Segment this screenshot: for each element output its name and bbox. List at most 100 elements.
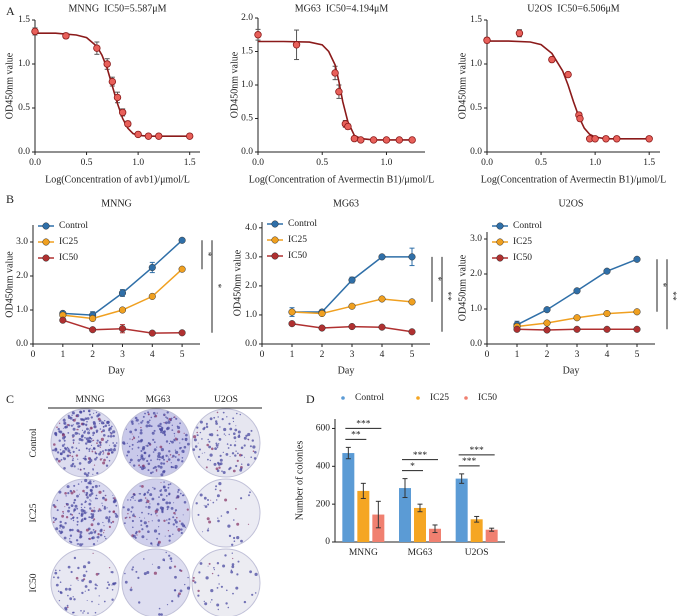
colony <box>105 441 108 444</box>
colony <box>220 585 223 588</box>
data-point <box>408 328 416 336</box>
colony <box>141 447 145 451</box>
colony <box>138 493 140 495</box>
colony <box>254 572 258 577</box>
colony <box>101 502 103 504</box>
colony <box>229 466 232 470</box>
colony <box>217 462 221 466</box>
colony <box>222 471 226 474</box>
colony <box>158 496 160 498</box>
colony <box>83 431 86 434</box>
colony <box>127 513 129 515</box>
colony <box>204 602 208 606</box>
colony <box>177 491 179 493</box>
legend-marker <box>271 252 279 260</box>
colony <box>229 427 233 431</box>
colony <box>59 591 62 594</box>
bar <box>455 478 468 542</box>
colony <box>162 427 164 429</box>
colony <box>84 492 86 494</box>
colony <box>142 415 145 418</box>
colony <box>55 527 59 531</box>
chart-title: MG63 IC50=4.194μM <box>295 3 389 14</box>
y-axis-label: OD450nm value <box>232 249 243 316</box>
colony <box>113 499 117 502</box>
colony <box>159 422 162 426</box>
colony <box>86 417 90 420</box>
colony <box>129 461 132 464</box>
significance-label: *** <box>413 451 428 461</box>
colony <box>226 443 229 445</box>
colony <box>167 458 171 461</box>
colony <box>104 495 106 497</box>
data-point <box>344 122 352 131</box>
colony <box>204 452 206 454</box>
colony <box>52 449 55 452</box>
colony <box>183 432 185 434</box>
colony <box>236 459 239 462</box>
colony <box>142 464 145 468</box>
colony <box>184 583 186 586</box>
legend-marker <box>42 254 50 262</box>
colony <box>192 448 196 451</box>
colony <box>97 417 101 421</box>
row-label: IC50 <box>29 573 39 592</box>
colony <box>90 437 93 440</box>
colony <box>249 570 253 574</box>
colony <box>99 451 102 454</box>
data-point <box>89 326 97 334</box>
colony <box>108 525 111 529</box>
colony <box>140 450 143 452</box>
data-point <box>573 314 581 322</box>
colony <box>168 450 171 453</box>
colony <box>73 484 76 487</box>
colony <box>203 426 206 429</box>
colony <box>95 452 98 455</box>
y-axis-label: OD450nm value <box>457 254 468 321</box>
colony <box>72 439 75 442</box>
colony <box>112 520 115 523</box>
colony <box>216 434 219 437</box>
y-tick-label: 3.0 <box>245 252 257 262</box>
colony <box>130 496 133 499</box>
x-tick-label: 1.0 <box>589 158 601 168</box>
colony <box>106 420 110 425</box>
colony <box>199 431 202 434</box>
colony <box>112 494 114 496</box>
x-axis-label: Day <box>563 365 580 376</box>
colony <box>53 443 56 446</box>
colony <box>237 560 240 563</box>
colony <box>115 514 119 518</box>
colony <box>90 440 92 442</box>
colony <box>110 432 113 435</box>
colony <box>162 462 166 465</box>
y-tick-label: 0.5 <box>470 103 482 113</box>
colony <box>233 519 235 521</box>
colony <box>152 438 155 441</box>
colony <box>140 421 143 424</box>
colony <box>153 571 157 575</box>
data-point <box>369 136 378 144</box>
colony <box>89 457 92 460</box>
colony <box>77 543 80 545</box>
colony <box>229 444 232 447</box>
colony <box>137 436 140 438</box>
colony <box>85 423 88 426</box>
colony <box>146 420 150 424</box>
data-point <box>118 325 127 333</box>
colony <box>143 521 147 525</box>
colony <box>67 432 70 434</box>
colony <box>165 495 168 497</box>
y-tick-label: 1.0 <box>470 304 482 314</box>
colony <box>141 420 144 422</box>
colony <box>85 528 89 532</box>
colony <box>92 439 95 442</box>
colony <box>166 519 168 521</box>
colony <box>85 493 88 497</box>
colony <box>86 496 89 499</box>
row-label: Control <box>29 428 39 457</box>
colony <box>140 429 143 432</box>
plate <box>121 548 191 616</box>
colony <box>96 497 99 500</box>
colony <box>98 490 102 494</box>
